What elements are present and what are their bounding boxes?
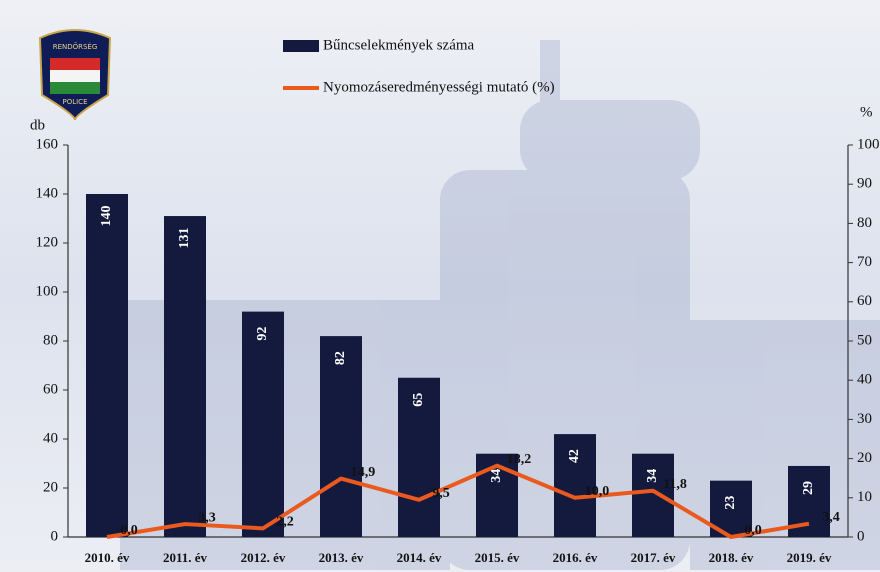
y2-tick-label: 30: [857, 411, 872, 427]
x-tick-label: 2013. év: [319, 550, 364, 565]
bar-value-label: 140: [99, 206, 114, 227]
y2-tick-label: 60: [857, 293, 872, 309]
y-tick-label: 140: [36, 185, 59, 201]
y-tick-label: 0: [51, 528, 59, 544]
bar: [320, 336, 362, 537]
logo: RENDŐRSÉG POLICE: [38, 29, 112, 121]
bar: [242, 311, 284, 537]
y2-tick-label: 0: [857, 528, 865, 544]
legend-label: Nyomozáseredményességi mutató (%): [323, 79, 555, 95]
x-tick-label: 2016. év: [553, 550, 598, 565]
line-value-label: 3,4: [822, 510, 840, 525]
line-value-label: 0,0: [120, 523, 138, 538]
line-value-label: 3,3: [198, 510, 216, 525]
y2-tick-label: 40: [857, 372, 872, 388]
bar: [554, 434, 596, 537]
logo-text: RENDŐRSÉG: [53, 42, 98, 51]
line-value-label: 0,0: [744, 523, 762, 538]
bar-value-label: 42: [567, 449, 582, 463]
bar-value-label: 23: [723, 496, 738, 510]
bar: [164, 216, 206, 538]
y2-tick-label: 10: [857, 489, 872, 505]
x-tick-label: 2010. év: [85, 550, 130, 565]
bar-value-label: 34: [489, 469, 504, 483]
y-tick-label: 20: [43, 479, 58, 495]
y-tick-label: 100: [36, 283, 59, 299]
line-value-label: 18,2: [507, 452, 532, 467]
bar: [86, 194, 128, 537]
x-tick-label: 2014. év: [397, 550, 442, 565]
y2-tick-label: 90: [857, 176, 872, 192]
x-tick-label: 2017. év: [631, 550, 676, 565]
y2-tick-label: 20: [857, 450, 872, 466]
y-tick-label: 120: [36, 234, 59, 250]
logo-text: POLICE: [62, 98, 87, 106]
x-tick-label: 2015. év: [475, 550, 520, 565]
line: [106, 463, 810, 539]
y-tick-label: 80: [43, 332, 58, 348]
y2-tick-label: 100: [857, 136, 880, 152]
bar-value-label: 34: [645, 469, 660, 483]
bar-value-label: 131: [177, 228, 192, 249]
y-axis-title: db: [30, 117, 45, 133]
legend-label: Bűncselekmények száma: [323, 37, 475, 53]
line-value-label: 10,0: [585, 484, 610, 499]
y2-axis-title: %: [860, 104, 873, 120]
line-value-label: 2,2: [276, 515, 294, 530]
bar: [632, 453, 674, 537]
line-value-label: 9,5: [432, 486, 450, 501]
line-value-label: 11,8: [663, 477, 687, 492]
y-tick-label: 40: [43, 430, 58, 446]
bar-value-label: 82: [333, 351, 348, 365]
y2-tick-label: 80: [857, 215, 872, 231]
bar-value-label: 29: [801, 481, 816, 495]
line-value-label: 14,9: [351, 465, 376, 480]
x-tick-label: 2011. év: [163, 550, 208, 565]
bar-value-label: 92: [255, 327, 270, 341]
bar-value-label: 65: [411, 393, 426, 407]
y-tick-label: 60: [43, 381, 58, 397]
x-tick-label: 2012. év: [241, 550, 286, 565]
bar: [398, 377, 440, 537]
legend-swatch: [283, 40, 319, 52]
y-tick-label: 160: [36, 136, 59, 152]
x-tick-label: 2019. év: [787, 550, 832, 565]
y2-tick-label: 50: [857, 332, 872, 348]
x-tick-label: 2018. év: [709, 550, 754, 565]
y2-tick-label: 70: [857, 254, 872, 270]
